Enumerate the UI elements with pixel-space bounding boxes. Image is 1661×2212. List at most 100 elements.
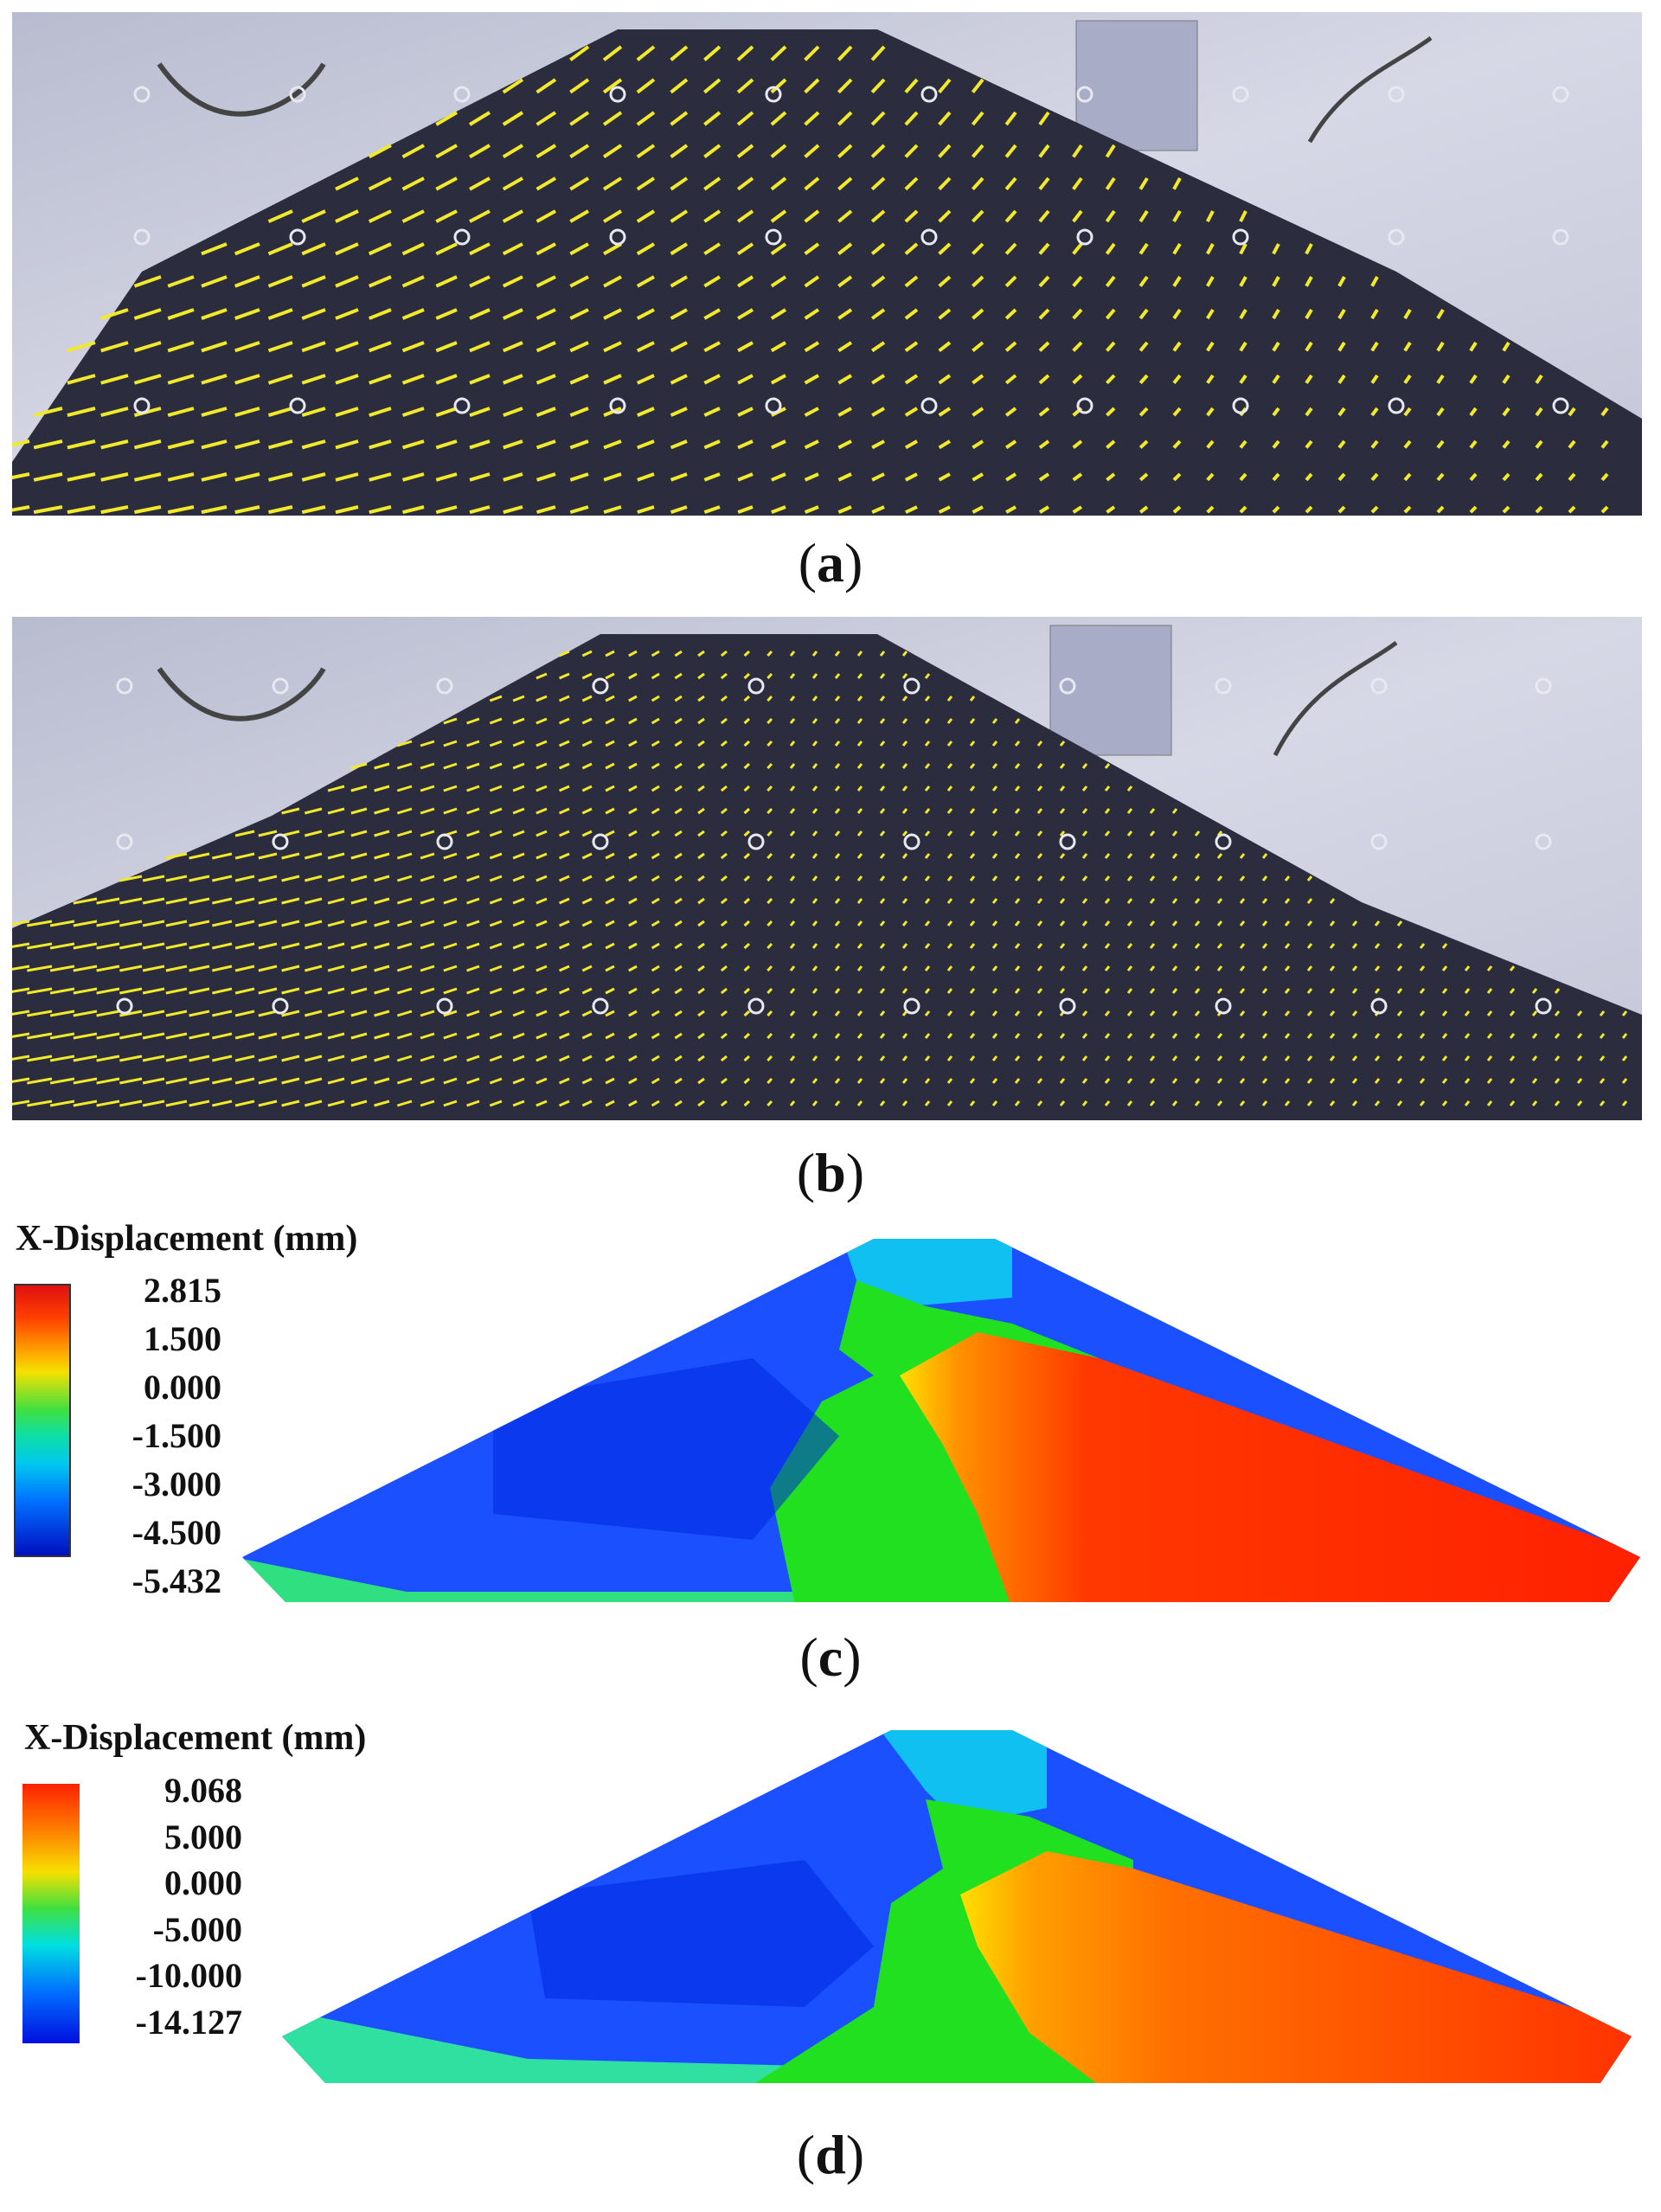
vector-arrow xyxy=(96,942,120,950)
vector-arrow xyxy=(901,718,908,724)
vector-arrow xyxy=(396,965,413,972)
vector-arrow xyxy=(697,1055,705,1062)
vector-arrow xyxy=(1149,1033,1156,1039)
vector-arrow xyxy=(1072,472,1083,482)
vector-arrow xyxy=(1014,920,1021,926)
vector-arrow xyxy=(789,741,796,747)
vector-arrow xyxy=(605,1055,615,1062)
vector-arrow xyxy=(49,1032,75,1040)
vector-arrow xyxy=(535,1055,548,1062)
vector-arrow xyxy=(901,696,908,702)
vector-arrow xyxy=(946,920,953,926)
vector-arrow xyxy=(581,762,593,770)
vector-arrow xyxy=(770,209,787,223)
vector-arrow xyxy=(605,785,615,792)
vector-arrow xyxy=(670,111,689,126)
marker-dot xyxy=(765,228,782,246)
vector-arrow xyxy=(766,852,773,860)
vector-arrow xyxy=(924,965,931,971)
vector-arrow xyxy=(569,45,590,61)
vector-arrow xyxy=(369,505,392,515)
vector-arrow xyxy=(443,1010,458,1017)
vector-arrow xyxy=(1600,439,1609,449)
vector-arrow xyxy=(1509,1100,1516,1106)
vector-arrow xyxy=(1351,1078,1358,1084)
vector-arrow xyxy=(401,242,425,256)
vector-arrow xyxy=(879,1078,886,1084)
legend-tick-label: 1.500 xyxy=(144,1319,221,1358)
vector-arrow xyxy=(212,942,233,950)
vector-arrow xyxy=(1419,1078,1426,1084)
marker-dot xyxy=(592,677,609,695)
marker-dot xyxy=(1232,397,1249,414)
vector-arrow xyxy=(369,407,392,418)
vector-arrow xyxy=(703,144,721,158)
vector-arrow xyxy=(737,374,754,385)
vector-arrow xyxy=(1370,407,1379,417)
vector-arrow xyxy=(879,943,886,949)
vector-arrow xyxy=(856,1010,863,1016)
vector-arrow xyxy=(972,242,984,255)
vector-arrow xyxy=(636,341,655,353)
vector-arrow xyxy=(258,1010,278,1017)
vector-arrow xyxy=(402,505,425,515)
vector-arrow xyxy=(804,407,819,417)
vector-arrow xyxy=(991,898,998,904)
vector-arrow xyxy=(1105,275,1116,287)
vector-arrow xyxy=(834,875,841,882)
vector-arrow xyxy=(281,852,300,860)
vector-arrow xyxy=(119,1055,143,1062)
vector-arrow xyxy=(581,852,593,860)
vector-arrow xyxy=(559,740,570,747)
vector-arrow xyxy=(443,785,458,792)
vector-arrow xyxy=(396,1055,413,1062)
vector-arrow xyxy=(304,830,323,837)
vector-arrow xyxy=(1239,1078,1246,1084)
marker-dot xyxy=(920,228,938,246)
vector-arrow xyxy=(27,942,53,950)
vector-arrow xyxy=(856,965,863,971)
vector-arrow xyxy=(466,830,480,837)
vector-arrow xyxy=(1441,1100,1448,1106)
vector-arrow xyxy=(1081,1010,1088,1016)
vector-arrow xyxy=(1036,1078,1043,1084)
vector-arrow xyxy=(1081,830,1088,837)
vector-arrow xyxy=(535,439,556,450)
vector-arrow xyxy=(1305,374,1313,384)
vector-arrow xyxy=(770,78,787,94)
vector-arrow xyxy=(1329,1078,1336,1084)
vector-arrow xyxy=(789,898,796,904)
vector-arrow xyxy=(350,987,368,995)
vector-arrow xyxy=(435,242,458,256)
vector-arrow xyxy=(201,472,228,482)
vector-arrow xyxy=(100,308,129,320)
vector-arrow xyxy=(736,209,754,223)
vector-arrow xyxy=(1261,875,1268,882)
vector-arrow xyxy=(189,1010,210,1017)
vector-arrow xyxy=(1059,1055,1066,1061)
vector-arrow xyxy=(581,875,593,882)
vector-arrow xyxy=(1138,275,1149,287)
vector-arrow xyxy=(512,1032,525,1040)
vector-arrow xyxy=(1036,830,1043,837)
vector-arrow xyxy=(991,718,998,724)
vector-arrow xyxy=(1441,988,1448,994)
vector-arrow xyxy=(1239,875,1246,882)
vector-arrow xyxy=(1621,1100,1628,1106)
vector-arrow xyxy=(637,407,655,417)
vector-arrow xyxy=(674,1077,683,1085)
vector-arrow xyxy=(212,852,233,860)
vector-arrow xyxy=(27,1100,53,1107)
vector-arrow xyxy=(946,1100,953,1106)
vector-arrow xyxy=(720,942,728,950)
vector-arrow xyxy=(674,920,683,927)
vector-arrow xyxy=(870,308,886,320)
vector-arrow xyxy=(651,672,660,680)
vector-arrow xyxy=(1464,988,1471,994)
vector-arrow xyxy=(789,943,796,949)
vector-arrow xyxy=(1305,439,1313,449)
vector-arrow xyxy=(12,439,30,447)
vector-arrow xyxy=(905,505,918,514)
vector-arrow xyxy=(469,439,491,450)
vector-arrow xyxy=(720,965,728,972)
